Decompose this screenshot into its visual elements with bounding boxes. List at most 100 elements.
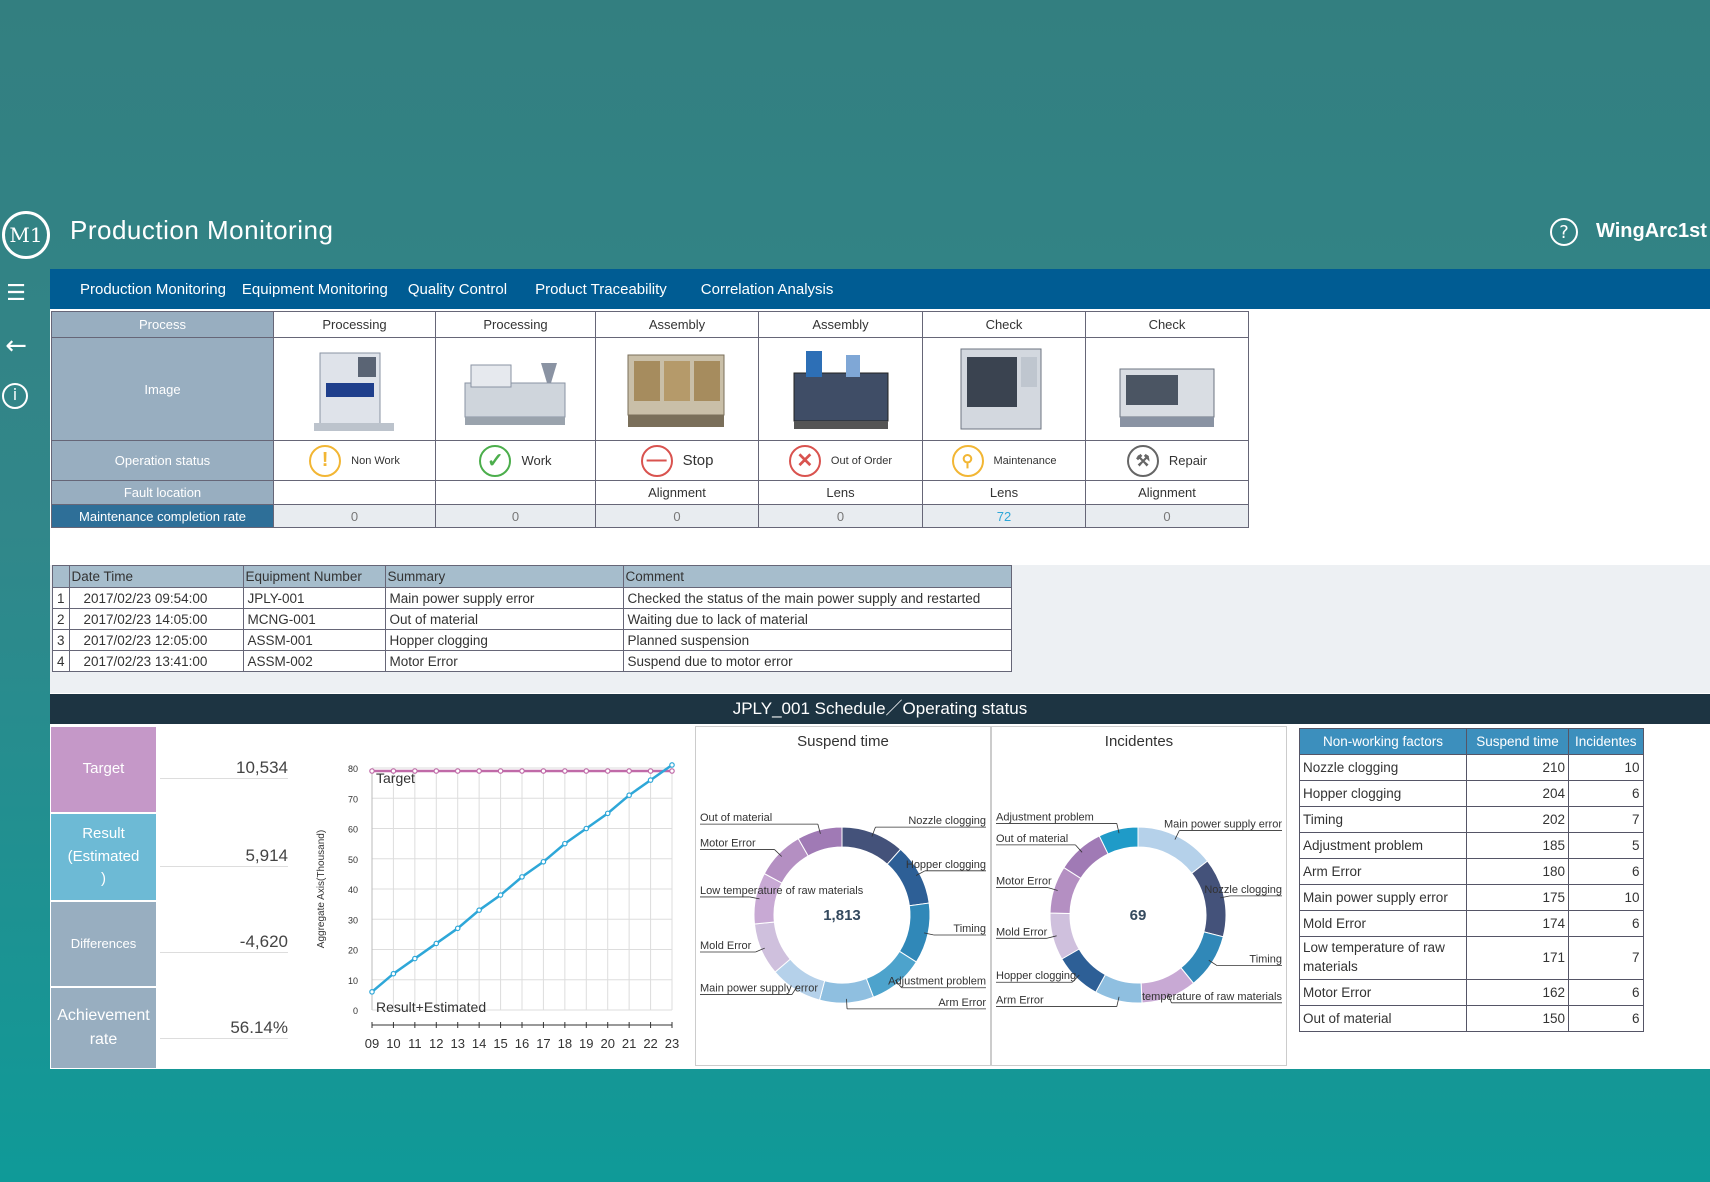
process-cell: Assembly [758,311,923,338]
table-row[interactable]: Mold Error 174 6 [1299,910,1644,937]
table-row[interactable]: 3 2017/02/23 12:05:00 ASSM-001 Hopper clogg… [52,629,1012,651]
donut-label: Motor Error [700,838,756,850]
log-comment: Suspend due to motor error [622,650,1012,672]
donut-slice [898,902,931,963]
schedule-line-chart: 09 10 11 12 13 14 15 16 17 18 19 20 21 22 23 0 10 20 30 40 5… [316,762,679,1051]
log-equipment: ASSM-001 [242,629,386,651]
leader-line [1116,823,1120,834]
table-row[interactable]: Adjustment problem 185 5 [1299,832,1644,859]
incidents: 6 [1568,978,1644,1006]
x-icon: ✕ [788,444,821,477]
donut-label: Mold Error [996,926,1048,938]
status-label: Non Work [351,454,400,467]
x-tick-label: 17 [536,1036,550,1051]
data-point [626,768,632,774]
suspend-time: 202 [1466,806,1569,833]
leader-line [1072,974,1080,983]
y-tick-label: 10 [348,976,358,986]
process-cell: Check [1085,311,1249,338]
data-point [476,768,482,774]
leader-line [1220,895,1231,899]
nav-quality-control[interactable]: Quality Control [407,280,508,298]
data-point [583,768,590,774]
suspend-time: 204 [1466,780,1569,807]
data-point [412,955,418,962]
kpi-target-value: 10,534 [160,758,288,779]
x-tick-label: 20 [600,1036,614,1051]
kpi-achievement-label: Achievement rate [51,988,156,1068]
x-tick-label: 22 [643,1036,657,1051]
factors-header-cell: Incidentes [1568,728,1644,755]
incidents: 6 [1568,910,1644,937]
y-tick-label: 40 [348,885,358,895]
donut-label: Hopper clogging [996,970,1076,982]
magnifier-icon: ⚲ [951,444,984,477]
rate-cell: 0 [1085,504,1249,528]
row-index: 4 [52,650,70,672]
status-label: Repair [1168,453,1208,468]
donut-label: Timing [953,923,986,935]
rate-cell: 0 [273,504,436,528]
rate-cell: 72 [922,504,1086,528]
row-index: 1 [52,587,70,609]
donut-label: Nozzle clogging [908,815,986,827]
fault-cell: Lens [758,480,923,505]
x-tick-label: 15 [493,1036,507,1051]
donut-slice [1098,826,1139,855]
leader-line [1047,887,1058,891]
status-cell: ⚲ Maintenance [922,440,1086,481]
donut-label: Adjustment problem [888,976,986,988]
non-working-factors-table: Non-working factors Suspend time Inciden… [1299,728,1644,1032]
suspend-time: 171 [1466,936,1569,980]
warning-icon: ! [309,444,342,477]
process-cell: Processing [273,311,436,338]
table-row[interactable]: 2 2017/02/23 14:05:00 MCNG-001 Out of mater… [52,608,1012,630]
table-row[interactable]: Timing 202 7 [1299,806,1644,833]
status-cell: ✕ Out of Order [758,440,923,481]
data-point [497,768,504,774]
donut-slice [1063,835,1109,880]
leader-line [871,827,876,837]
donut-label: Nozzle clogging [1204,884,1282,896]
nav-production-monitoring[interactable]: Production Monitoring [80,280,226,298]
leader-line [915,870,926,876]
factor-name: Hopper clogging [1299,780,1467,807]
event-log-table: Date Time Equipment Number Summary Comme… [52,565,1012,672]
status-row: Operation status ! Non Work ✓ Work — Stop ✕… [51,440,1249,481]
nav-product-traceability[interactable]: Product Traceability [535,280,667,298]
fault-cell [435,480,596,505]
table-row[interactable]: Main power supply error 175 10 [1299,884,1644,911]
leader-line [1046,935,1057,939]
menu-icon[interactable]: ☰ [6,281,26,306]
data-point [583,825,590,832]
nav-correlation-analysis[interactable]: Correlation Analysis [700,280,834,298]
table-row[interactable]: Nozzle clogging 210 10 [1299,754,1644,781]
suspend-time: 162 [1466,978,1569,1006]
status-cell: — Stop [595,440,759,481]
data-point [369,989,375,995]
donut-slice [1137,826,1209,874]
table-row[interactable]: 4 2017/02/23 13:41:00 ASSM-002 Motor Error S… [52,650,1012,672]
status-label: Out of Order [830,454,893,467]
table-row[interactable]: 1 2017/02/23 09:54:00 JPLY-001 Main power s… [52,587,1012,609]
suspend-time: 150 [1466,1004,1569,1032]
question-icon[interactable]: ? [1550,218,1578,246]
table-row[interactable]: Hopper clogging 204 6 [1299,780,1644,807]
back-arrow-icon[interactable]: ← [5,331,27,361]
data-point [562,768,568,774]
info-icon[interactable]: i [2,383,28,409]
table-row[interactable]: Low temperature of raw materials 171 7 [1299,936,1644,980]
status-cell: ⚒ Repair [1085,440,1249,481]
brand-logo: WingArc1st [1596,220,1707,242]
nav-equipment-monitoring[interactable]: Equipment Monitoring [241,280,388,298]
x-tick-label: 09 [365,1036,379,1051]
status-label: Stop [682,452,714,469]
donut-label: Low temperature of raw materials [1119,991,1283,1003]
table-row[interactable]: Arm Error 180 6 [1299,858,1644,885]
incidents: 6 [1568,858,1644,885]
table-row[interactable]: Motor Error 162 6 [1299,978,1644,1006]
rate-row: Maintenance completion rate 0 0 0 0 72 0 [51,504,1249,528]
donut-slice [797,826,843,857]
table-row[interactable]: Out of material 150 6 [1299,1004,1644,1032]
leader-line [817,824,821,834]
